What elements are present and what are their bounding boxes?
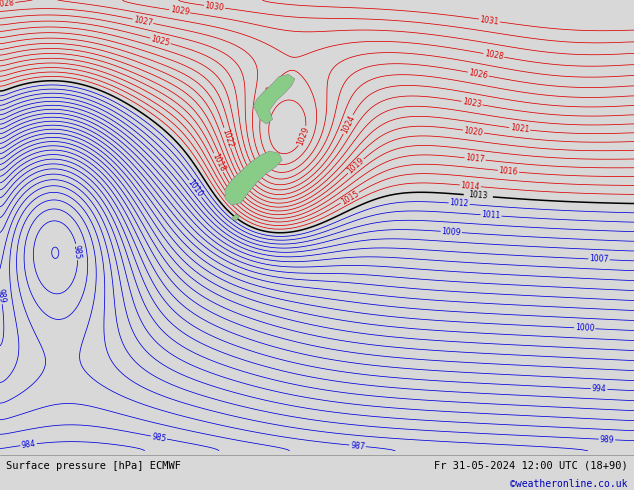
Text: 1026: 1026 <box>468 68 489 80</box>
Text: 1000: 1000 <box>575 323 595 333</box>
Text: 1024: 1024 <box>340 114 356 135</box>
Text: 1028: 1028 <box>484 49 504 61</box>
Text: 989: 989 <box>0 288 6 304</box>
Text: Fr 31-05-2024 12:00 UTC (18+90): Fr 31-05-2024 12:00 UTC (18+90) <box>434 461 628 470</box>
Text: 1027: 1027 <box>133 15 153 27</box>
Text: Surface pressure [hPa] ECMWF: Surface pressure [hPa] ECMWF <box>6 461 181 470</box>
Text: 989: 989 <box>600 435 614 444</box>
Text: 1031: 1031 <box>479 15 500 26</box>
Text: 1014: 1014 <box>460 180 481 191</box>
Text: 1010: 1010 <box>186 178 205 199</box>
Text: 1017: 1017 <box>465 153 485 165</box>
Text: 984: 984 <box>21 439 36 450</box>
Text: 1023: 1023 <box>462 97 482 109</box>
Text: 987: 987 <box>350 441 365 451</box>
Text: 1021: 1021 <box>510 123 529 135</box>
Text: 1018: 1018 <box>210 152 226 173</box>
Text: 1019: 1019 <box>346 156 366 176</box>
Text: 985: 985 <box>72 244 82 260</box>
Text: 1029: 1029 <box>169 5 190 17</box>
Text: 1028: 1028 <box>259 85 275 106</box>
Text: 1009: 1009 <box>441 227 461 237</box>
Text: 1016: 1016 <box>498 166 519 176</box>
Text: 1011: 1011 <box>481 210 501 221</box>
Text: 1020: 1020 <box>463 126 484 137</box>
Text: 985: 985 <box>151 432 167 443</box>
Text: 1025: 1025 <box>150 34 171 48</box>
Text: 994: 994 <box>592 384 607 394</box>
Text: 1015: 1015 <box>339 189 360 206</box>
Text: 1022: 1022 <box>220 127 235 148</box>
Text: 1007: 1007 <box>589 254 609 264</box>
Text: 1013: 1013 <box>469 191 488 201</box>
Text: 1030: 1030 <box>204 1 224 13</box>
Text: ©weatheronline.co.uk: ©weatheronline.co.uk <box>510 479 628 489</box>
Text: 1012: 1012 <box>450 198 469 209</box>
Text: 1028: 1028 <box>0 0 15 9</box>
Text: 1029: 1029 <box>296 125 311 147</box>
